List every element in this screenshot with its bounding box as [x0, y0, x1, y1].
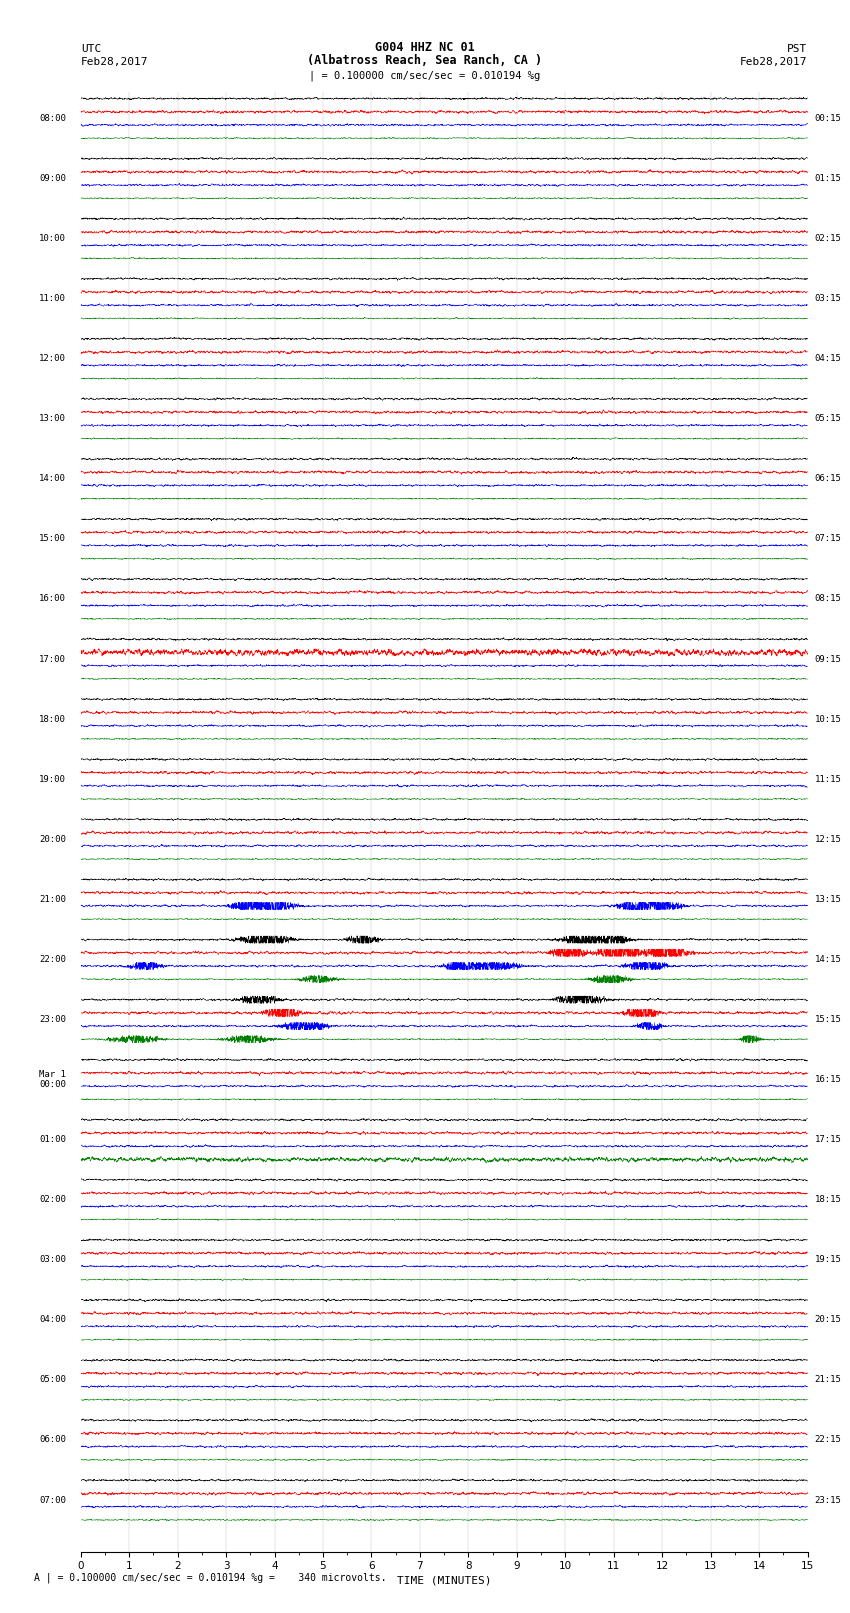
Text: 21:00: 21:00: [39, 895, 66, 903]
Text: 04:00: 04:00: [39, 1315, 66, 1324]
Text: 08:00: 08:00: [39, 115, 66, 123]
Text: 01:15: 01:15: [815, 174, 842, 182]
Text: 10:15: 10:15: [815, 715, 842, 724]
Text: 03:15: 03:15: [815, 294, 842, 303]
Text: PST: PST: [787, 44, 808, 53]
Text: Feb28,2017: Feb28,2017: [81, 56, 148, 66]
Text: 16:00: 16:00: [39, 595, 66, 603]
Text: 06:00: 06:00: [39, 1436, 66, 1445]
Text: 06:15: 06:15: [815, 474, 842, 484]
Text: 15:15: 15:15: [815, 1015, 842, 1024]
Text: 21:15: 21:15: [815, 1376, 842, 1384]
Text: 12:15: 12:15: [815, 836, 842, 844]
Text: 02:15: 02:15: [815, 234, 842, 244]
Text: 23:15: 23:15: [815, 1495, 842, 1505]
Text: 08:15: 08:15: [815, 595, 842, 603]
Text: (Albatross Reach, Sea Ranch, CA ): (Albatross Reach, Sea Ranch, CA ): [308, 53, 542, 66]
Text: Mar 1
00:00: Mar 1 00:00: [39, 1069, 66, 1089]
Text: 14:00: 14:00: [39, 474, 66, 484]
Text: 07:15: 07:15: [815, 534, 842, 544]
Text: 19:00: 19:00: [39, 774, 66, 784]
Text: UTC: UTC: [81, 44, 101, 53]
Text: 09:15: 09:15: [815, 655, 842, 663]
Text: 13:00: 13:00: [39, 415, 66, 423]
Text: 07:00: 07:00: [39, 1495, 66, 1505]
Text: 05:15: 05:15: [815, 415, 842, 423]
Text: A | = 0.100000 cm/sec/sec = 0.010194 %g =    340 microvolts.: A | = 0.100000 cm/sec/sec = 0.010194 %g …: [34, 1573, 387, 1582]
Text: 17:15: 17:15: [815, 1136, 842, 1144]
Text: G004 HHZ NC 01: G004 HHZ NC 01: [375, 40, 475, 53]
Text: 18:00: 18:00: [39, 715, 66, 724]
Text: 01:00: 01:00: [39, 1136, 66, 1144]
Text: | = 0.100000 cm/sec/sec = 0.010194 %g: | = 0.100000 cm/sec/sec = 0.010194 %g: [309, 69, 541, 81]
Text: 14:15: 14:15: [815, 955, 842, 965]
Text: 22:15: 22:15: [815, 1436, 842, 1445]
Text: 09:00: 09:00: [39, 174, 66, 182]
Text: 20:00: 20:00: [39, 836, 66, 844]
Text: 12:00: 12:00: [39, 355, 66, 363]
Text: 23:00: 23:00: [39, 1015, 66, 1024]
Text: 16:15: 16:15: [815, 1074, 842, 1084]
Text: 19:15: 19:15: [815, 1255, 842, 1265]
Text: 20:15: 20:15: [815, 1315, 842, 1324]
Text: 10:00: 10:00: [39, 234, 66, 244]
Text: 04:15: 04:15: [815, 355, 842, 363]
Text: 17:00: 17:00: [39, 655, 66, 663]
Text: 11:00: 11:00: [39, 294, 66, 303]
Text: 15:00: 15:00: [39, 534, 66, 544]
Text: 18:15: 18:15: [815, 1195, 842, 1205]
Text: 02:00: 02:00: [39, 1195, 66, 1205]
Text: 22:00: 22:00: [39, 955, 66, 965]
Text: 00:15: 00:15: [815, 115, 842, 123]
Text: 11:15: 11:15: [815, 774, 842, 784]
Text: Feb28,2017: Feb28,2017: [740, 56, 808, 66]
X-axis label: TIME (MINUTES): TIME (MINUTES): [397, 1576, 491, 1586]
Text: 05:00: 05:00: [39, 1376, 66, 1384]
Text: 13:15: 13:15: [815, 895, 842, 903]
Text: 03:00: 03:00: [39, 1255, 66, 1265]
